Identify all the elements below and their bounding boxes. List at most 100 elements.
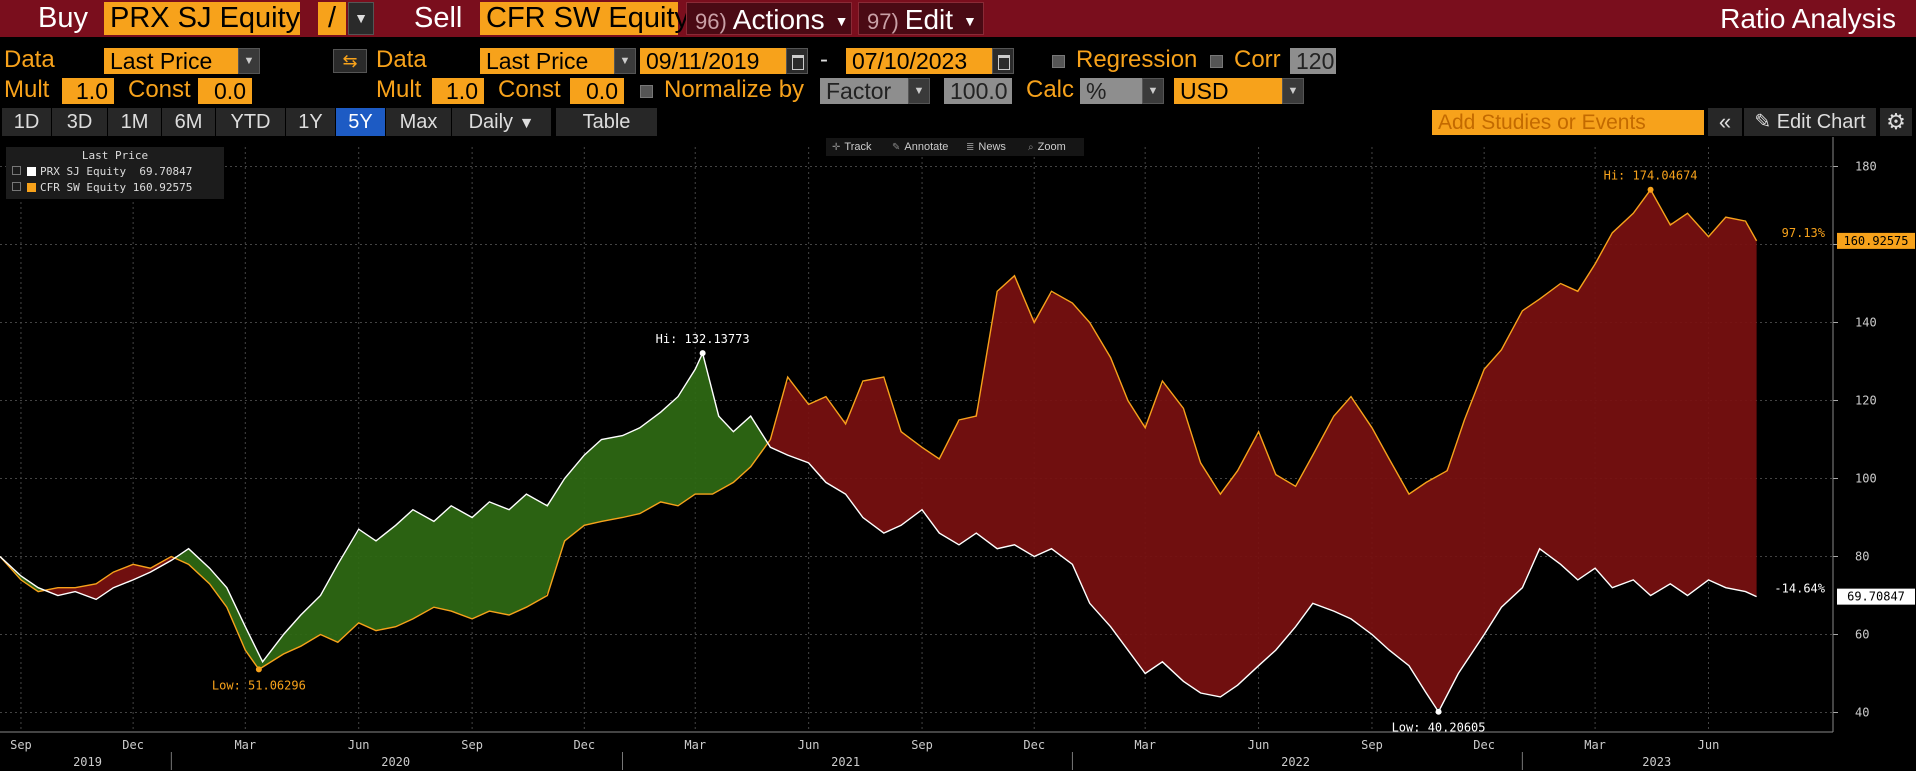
legend-item-cfr[interactable]: CFR SW Equity 160.92575: [12, 181, 192, 194]
expand-icon[interactable]: [12, 166, 21, 175]
normalize-method-field[interactable]: Factor: [820, 78, 908, 104]
regression-checkbox[interactable]: [1052, 55, 1065, 68]
legend-swatch: [27, 183, 36, 192]
actions-label: Actions: [732, 4, 825, 35]
edit-menu[interactable]: 97) Edit ▼: [858, 2, 984, 35]
calendar-icon[interactable]: [786, 48, 808, 74]
normalize-amount-field[interactable]: 100.0: [944, 78, 1012, 104]
swap-icon[interactable]: ⇆: [333, 49, 367, 73]
y-tick-label: 140: [1855, 316, 1877, 330]
crosshair-icon: ✛: [832, 142, 841, 153]
range-ytd[interactable]: YTD: [216, 108, 286, 136]
chart-canvas: 406080100120140160180SepDecMarJunSepDecM…: [0, 137, 1915, 770]
x-month-label: Sep: [461, 738, 483, 752]
calendar-icon[interactable]: [992, 48, 1014, 74]
y-tick-label: 120: [1855, 394, 1877, 408]
operator-dropdown[interactable]: ▼: [348, 2, 374, 35]
y-tick-label: 100: [1855, 472, 1877, 486]
corr-checkbox[interactable]: [1210, 55, 1223, 68]
extreme-label: Low: 40.20605: [1392, 721, 1486, 735]
range-1d[interactable]: 1D: [2, 108, 52, 136]
edit-chart-label: Edit Chart: [1776, 111, 1866, 133]
currency-dropdown[interactable]: ▼: [1282, 78, 1304, 104]
range-5y[interactable]: 5Y: [336, 108, 386, 136]
news-tool[interactable]: ≣ News: [966, 139, 1006, 155]
date-separator: -: [820, 46, 828, 73]
legend-header: Last Price: [81, 149, 149, 162]
extreme-label: Low: 51.06296: [212, 678, 306, 692]
ratio-chart[interactable]: 406080100120140160180SepDecMarJunSepDecM…: [0, 137, 1916, 771]
expand-icon[interactable]: [12, 182, 21, 191]
extreme-marker: [1647, 186, 1654, 193]
chart-legend: Last Price PRX SJ Equity 69.70847 CFR SW…: [6, 147, 224, 199]
actions-shortcut: 96): [695, 9, 727, 34]
collapse-icon[interactable]: «: [1708, 108, 1742, 136]
range-1m[interactable]: 1M: [108, 108, 162, 136]
range-max[interactable]: Max: [386, 108, 452, 136]
calc-dropdown[interactable]: ▼: [1142, 78, 1164, 104]
fill-buy-above: [0, 556, 45, 592]
extreme-marker: [699, 350, 706, 357]
extreme-marker: [1435, 708, 1442, 715]
buy-label: Buy: [38, 2, 88, 34]
calc-field[interactable]: %: [1080, 78, 1142, 104]
x-month-label: Sep: [10, 738, 32, 752]
data-dropdown-buy[interactable]: ▼: [238, 48, 260, 74]
chevron-down-icon: ▼: [834, 13, 849, 30]
end-date-field[interactable]: 07/10/2023: [846, 48, 992, 74]
mult-field-buy[interactable]: 1.0: [62, 78, 114, 104]
chevron-down-icon: ▼: [1147, 85, 1159, 97]
x-month-label: Jun: [1248, 738, 1270, 752]
last-value-label: 160.92575: [1843, 234, 1908, 248]
buy-ticker-field[interactable]: PRX SJ Equity: [104, 2, 300, 35]
currency-field[interactable]: USD: [1174, 78, 1282, 104]
normalize-checkbox[interactable]: [640, 85, 653, 98]
range-1y[interactable]: 1Y: [286, 108, 336, 136]
x-month-label: Mar: [234, 738, 256, 752]
zoom-tool[interactable]: ⌕ Zoom: [1028, 139, 1066, 155]
track-tool[interactable]: ✛ Track: [832, 139, 871, 155]
extreme-label: Hi: 174.04674: [1604, 169, 1698, 183]
chevron-down-icon: ▼: [619, 55, 631, 67]
y-tick-label: 40: [1855, 706, 1869, 720]
extreme-label: Hi: 132.13773: [656, 332, 750, 346]
data-field-sell[interactable]: Last Price: [480, 48, 614, 74]
y-tick-label: 80: [1855, 550, 1869, 564]
const-field-sell[interactable]: 0.0: [570, 78, 624, 104]
mult-label-sell: Mult: [376, 76, 422, 103]
x-month-label: Dec: [122, 738, 144, 752]
gear-icon[interactable]: ⚙: [1880, 108, 1912, 136]
series-line-cfr: [0, 188, 1758, 671]
mult-field-sell[interactable]: 1.0: [432, 78, 484, 104]
x-month-label: Mar: [1584, 738, 1606, 752]
magnifier-icon: ⌕: [1028, 142, 1034, 153]
const-field-buy[interactable]: 0.0: [198, 78, 252, 104]
range-3d[interactable]: 3D: [52, 108, 108, 136]
start-date-field[interactable]: 09/11/2019: [640, 48, 786, 74]
x-month-label: Dec: [1023, 738, 1045, 752]
actions-menu[interactable]: 96) Actions ▼: [686, 2, 852, 35]
change-label: 97.13%: [1782, 226, 1826, 240]
range-6m[interactable]: 6M: [162, 108, 216, 136]
data-label-buy: Data: [4, 46, 55, 73]
table-button[interactable]: Table: [556, 108, 658, 136]
operator-field[interactable]: /: [318, 2, 346, 35]
data-field-buy[interactable]: Last Price: [104, 48, 238, 74]
x-year-label: 2021: [831, 755, 860, 769]
add-studies-input[interactable]: Add Studies or Events: [1432, 110, 1704, 135]
sell-ticker-field[interactable]: CFR SW Equity: [480, 2, 689, 35]
corr-period-field[interactable]: 120: [1290, 48, 1336, 74]
x-year-label: 2022: [1281, 755, 1310, 769]
frequency-dropdown[interactable]: Daily ▼: [452, 108, 552, 136]
data-dropdown-sell[interactable]: ▼: [614, 48, 636, 74]
legend-item-value: 160.92575: [132, 181, 193, 194]
edit-chart-button[interactable]: ✎ Edit Chart: [1744, 108, 1876, 136]
normalize-dropdown[interactable]: ▼: [908, 78, 930, 104]
legend-item-prx[interactable]: PRX SJ Equity 69.70847: [12, 165, 192, 178]
annotate-tool[interactable]: ✎ Annotate: [892, 139, 948, 155]
regression-label: Regression: [1076, 46, 1198, 73]
change-label: -14.64%: [1774, 582, 1825, 596]
track-label: Track: [844, 141, 872, 153]
data-label-sell: Data: [376, 46, 427, 73]
const-label-sell: Const: [498, 76, 561, 103]
